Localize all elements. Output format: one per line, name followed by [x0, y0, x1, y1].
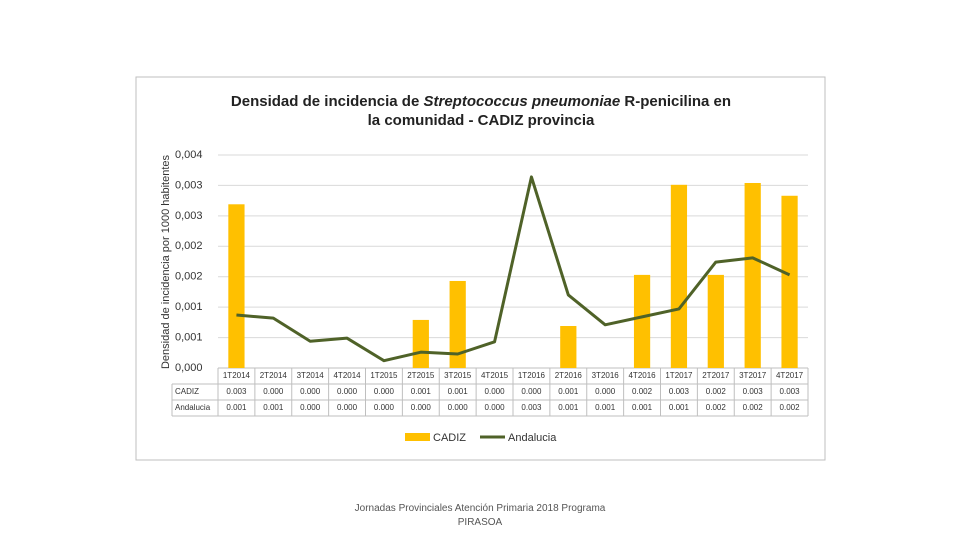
table-cell: 0.003: [669, 387, 690, 396]
table-cell: 0.001: [632, 403, 653, 412]
footer: Jornadas Provinciales Atención Primaria …: [354, 503, 606, 528]
table-cell: 0.000: [448, 403, 469, 412]
chart-title: Densidad de incidencia de Streptococcus …: [136, 92, 826, 130]
x-tick-label: 2T2014: [260, 371, 288, 380]
table-cell: 0.002: [632, 387, 653, 396]
x-tick-label: 4T2014: [333, 371, 361, 380]
legend-label: CADIZ: [433, 432, 466, 444]
x-tick-label: 3T2014: [297, 371, 325, 380]
bar: [781, 195, 798, 368]
table-row-label: Andalucia: [175, 403, 211, 412]
table-cell: 0.002: [706, 403, 727, 412]
title-part: Streptococcus pneumoniae: [423, 93, 621, 110]
table-cell: 0.000: [374, 403, 395, 412]
table-row-label: CADIZ: [175, 387, 199, 396]
title-part: R-penicilina en: [624, 93, 732, 110]
x-tick-label: 1T2017: [665, 371, 693, 380]
bar: [228, 204, 245, 368]
table-cell: 0.001: [558, 403, 579, 412]
x-tick-label: 3T2016: [592, 371, 620, 380]
x-tick-label: 2T2015: [407, 371, 435, 380]
table-cell: 0.001: [263, 403, 284, 412]
legend-swatch: [405, 433, 430, 441]
table-cell: 0.001: [411, 387, 432, 396]
x-tick-label: 3T2015: [444, 371, 472, 380]
y-tick-label: 0,003: [175, 179, 203, 191]
y-tick-label: 0,003: [175, 210, 203, 222]
bar: [744, 182, 761, 368]
table-cell: 0.002: [780, 403, 801, 412]
x-tick-label: 1T2014: [223, 371, 251, 380]
table-cell: 0.003: [521, 403, 542, 412]
bar: [412, 319, 429, 368]
y-tick-label: 0,001: [175, 301, 203, 313]
bar: [633, 274, 651, 368]
x-tick-label: 1T2016: [518, 371, 546, 380]
y-tick-label: 0,002: [175, 240, 203, 252]
table-cell: 0.000: [300, 387, 321, 396]
table-cell: 0.002: [706, 387, 727, 396]
table-cell: 0.003: [226, 387, 247, 396]
table-cell: 0.000: [263, 387, 284, 396]
y-tick-label: 0,004: [175, 149, 203, 161]
y-tick-label: 0,002: [175, 271, 203, 283]
table-cell: 0.002: [743, 403, 764, 412]
legend-label: Andalucia: [508, 432, 557, 444]
x-tick-label: 4T2017: [776, 371, 804, 380]
table-cell: 0.000: [485, 387, 506, 396]
y-tick-label: 0,001: [175, 331, 203, 343]
bar: [560, 326, 577, 368]
x-tick-label: 2T2016: [555, 371, 583, 380]
x-tick-label: 4T2015: [481, 371, 509, 380]
x-tick-label: 1T2015: [370, 371, 398, 380]
y-tick-label: 0,000: [175, 362, 203, 374]
bar: [707, 274, 724, 368]
x-tick-label: 3T2017: [739, 371, 767, 380]
x-tick-label: 2T2017: [702, 371, 730, 380]
table-cell: 0.000: [374, 387, 395, 396]
table-cell: 0.003: [743, 387, 764, 396]
table-cell: 0.001: [448, 387, 469, 396]
table-cell: 0.000: [411, 403, 432, 412]
y-axis-label: Densidad de incidencia por 1000 habitent…: [160, 154, 172, 369]
table-cell: 0.000: [521, 387, 542, 396]
x-tick-label: 4T2016: [628, 371, 656, 380]
bar: [670, 184, 688, 368]
table-cell: 0.001: [669, 403, 690, 412]
table-cell: 0.001: [558, 387, 579, 396]
table-cell: 0.000: [337, 387, 358, 396]
table-cell: 0.001: [595, 403, 616, 412]
table-cell: 0.001: [226, 403, 247, 412]
title-part: la comunidad - CADIZ provincia: [367, 112, 595, 129]
title-part: Densidad de incidencia de: [230, 93, 420, 110]
line: [236, 175, 791, 363]
table-cell: 0.000: [595, 387, 616, 396]
table-cell: 0.000: [337, 403, 358, 412]
table-cell: 0.000: [485, 403, 506, 412]
table-cell: 0.003: [780, 387, 801, 396]
table-cell: 0.000: [300, 403, 321, 412]
bar: [449, 280, 466, 368]
